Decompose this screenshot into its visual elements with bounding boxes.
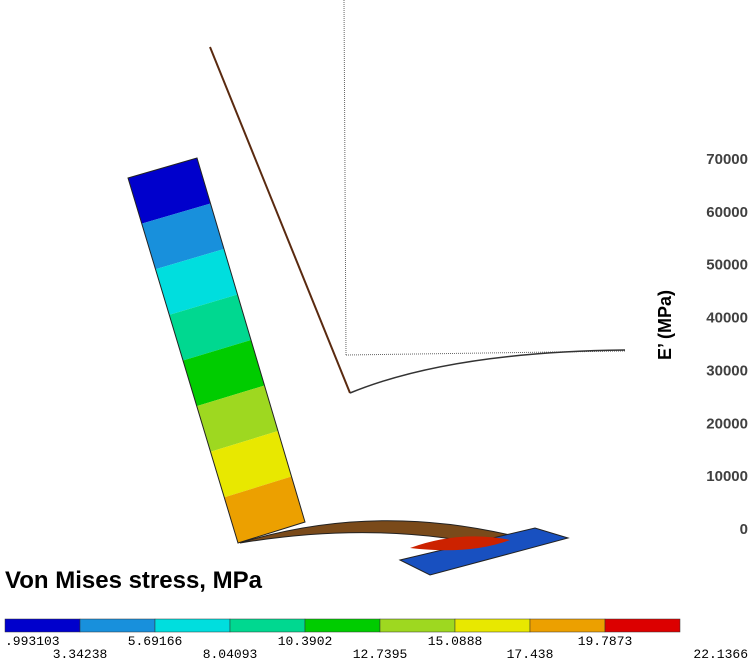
colorbar-segment <box>455 619 530 632</box>
axis-tick-label: 10000 <box>706 468 748 485</box>
axis-tick-label: 40000 <box>706 310 748 327</box>
curve-tail <box>350 350 625 393</box>
dotted-vertical <box>344 0 346 355</box>
axis-tick-label: 60000 <box>706 204 748 221</box>
colorbar-label: 8.04093 <box>203 647 258 662</box>
colorbar-label: 10.3902 <box>278 634 333 649</box>
screenshot: Von Mises stress, MPa E’ (MPa) 70000 6000… <box>0 0 752 664</box>
colorbar-segment <box>5 619 80 632</box>
colorbar-segment <box>80 619 155 632</box>
axis-tick-label: 0 <box>740 521 748 538</box>
colorbar-label: 15.0888 <box>428 634 483 649</box>
colorbar-label: 19.7873 <box>578 634 633 649</box>
colorbar-segment <box>530 619 605 632</box>
colorbar-segment <box>305 619 380 632</box>
legend-title: Von Mises stress, MPa <box>5 567 263 594</box>
axis-tick-label: 70000 <box>706 151 748 168</box>
axis-tick-label: 20000 <box>706 415 748 432</box>
axis-label: E’ (MPa) <box>655 290 675 360</box>
colorbar-label: .993103 <box>5 634 60 649</box>
colorbar-segment <box>605 619 680 632</box>
colorbar-segment <box>380 619 455 632</box>
colorbar-label: 3.34238 <box>53 647 108 662</box>
axis-tick-label: 50000 <box>706 257 748 274</box>
colorbar-label: 22.1366 <box>693 647 748 662</box>
colorbar-label: 17.438 <box>507 647 554 662</box>
colorbar-label: 5.69166 <box>128 634 183 649</box>
colorbar-segment <box>230 619 305 632</box>
colorbar-segment <box>155 619 230 632</box>
axis-tick-label: 30000 <box>706 362 748 379</box>
colorbar-label: 12.7395 <box>353 647 408 662</box>
